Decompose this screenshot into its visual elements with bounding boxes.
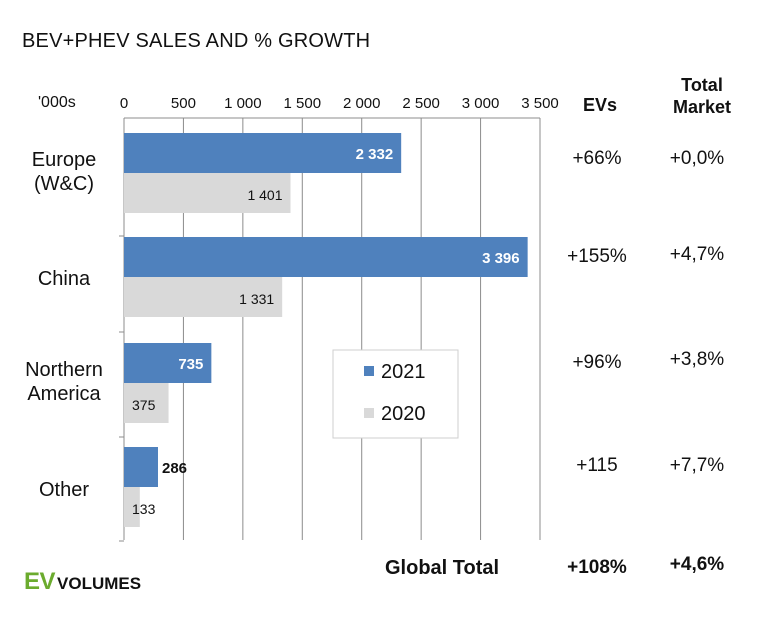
x-tick-label: 3 500	[521, 95, 559, 112]
evs-growth-northern-america: +96%	[572, 352, 622, 373]
x-tick-label: 500	[171, 95, 196, 112]
ev-volumes-logo: EV VOLUMES	[24, 568, 141, 596]
x-tick-label: 0	[120, 95, 128, 112]
total-growth-europe: +0,0%	[669, 148, 725, 169]
global-total-growth: +4,6%	[669, 554, 725, 575]
category-label: Europe	[32, 149, 97, 171]
data-label-2020: 1 331	[239, 291, 274, 307]
bar-2021	[124, 133, 402, 173]
col-header-total-line1: Total	[681, 75, 723, 95]
logo-ev-text: EV	[24, 568, 56, 595]
x-tick-label: 2 500	[402, 95, 440, 112]
bar-2020	[124, 383, 169, 423]
category-label: Northern	[25, 359, 103, 381]
bar-2021	[124, 237, 528, 277]
total-growth-china: +4,7%	[669, 244, 725, 265]
category-label: China	[38, 268, 91, 290]
bar-2021	[124, 447, 158, 487]
chart-title: BEV+PHEV SALES AND % GROWTH	[22, 30, 371, 52]
data-label-2021: 735	[178, 356, 203, 373]
bar-2020	[124, 173, 291, 213]
global-evs-growth: +108%	[567, 557, 627, 578]
data-label-2021: 2 332	[356, 146, 394, 163]
col-header-total-line2: Market	[672, 97, 732, 117]
evs-growth-other: +115	[576, 455, 618, 476]
bar-2020	[124, 487, 140, 527]
bar-2020	[124, 277, 283, 317]
total-growth-northern-america: +3,8%	[669, 349, 725, 370]
category-label: America	[27, 383, 101, 405]
category-label: (W&C)	[34, 173, 94, 195]
col-header-evs: EVs	[582, 95, 618, 115]
data-label-2020: 1 401	[247, 187, 282, 203]
global-total-label: Global Total	[385, 557, 500, 579]
legend-label-2021: 2021	[381, 361, 426, 383]
legend-swatch-2021	[364, 366, 374, 376]
x-tick-label: 3 000	[462, 95, 500, 112]
category-label: Other	[39, 479, 89, 501]
unit-label: '000s	[38, 94, 76, 111]
legend-swatch-2020	[364, 408, 374, 418]
evs-growth-europe: +66%	[572, 148, 622, 169]
legend-box	[332, 349, 459, 439]
evs-growth-china: +155%	[567, 246, 627, 267]
x-tick-label: 2 000	[343, 95, 381, 112]
data-label-2021: 286	[162, 460, 187, 477]
data-label-2020: 133	[132, 501, 156, 517]
total-growth-other: +7,7%	[669, 455, 725, 476]
col-header-total-market: Total Market	[660, 74, 744, 118]
x-tick-label: 1 000	[224, 95, 262, 112]
x-tick-label: 1 500	[284, 95, 322, 112]
data-label-2020: 375	[132, 397, 156, 413]
bar-2021	[124, 343, 212, 383]
data-label-2021: 3 396	[482, 250, 520, 267]
legend-label-2020: 2020	[381, 403, 426, 425]
logo-volumes-text: VOLUMES	[57, 574, 142, 593]
